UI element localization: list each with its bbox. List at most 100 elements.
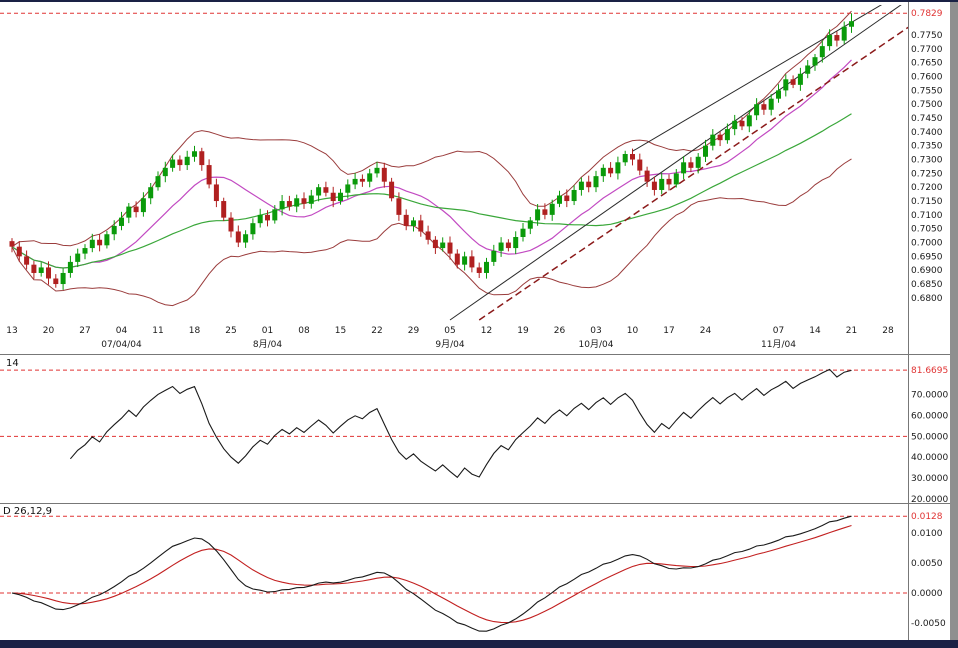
candle-body [89,239,95,249]
candle-body [644,170,650,182]
candle-body [148,187,154,199]
y-axis-label: 60.0000 [911,411,948,421]
y-axis-label: 30.0000 [911,474,948,484]
candle-body [272,209,278,221]
x-axis-label: 15 [335,326,346,336]
y-axis-label: 0.7200 [911,183,943,193]
candle-body [498,242,504,251]
candle-body [484,261,489,273]
price-chart-panel[interactable]: 0.7829 0.7750 0.7700 0.7650 0.7600 0.7550 0.75… [0,2,958,354]
candle-body [849,21,854,27]
candle-body [345,184,351,193]
candle-body [819,46,825,58]
ma-fast-line [11,59,852,269]
candle-body [425,231,431,240]
month-label: 11月/04 [761,339,796,350]
candle-body [666,178,672,185]
y-axis-label: 0.7100 [911,211,943,221]
candle-body [440,242,446,249]
x-axis-label: 22 [371,326,382,336]
bollinger-lower-line [11,158,852,307]
y-axis-label: 0.7250 [911,169,943,179]
candle-body [724,129,730,141]
candle-body [681,162,687,174]
candle-body [199,151,205,166]
candle-body [140,198,146,213]
candle-body [359,178,365,182]
candle-body [323,187,329,193]
candle-body [381,167,387,182]
candle-body [549,203,555,215]
x-axis-label: 24 [700,326,712,336]
y-axis-label: 0.7700 [911,45,943,55]
candle-body [761,104,767,110]
candle-body [703,145,708,157]
macd-current-label: 0.0128 [911,512,943,522]
y-axis-label: 0.0050 [911,559,943,569]
y-axis-label: 0.6800 [911,294,943,304]
y-axis-label: 40.0000 [911,453,948,463]
candle-body [659,178,665,190]
candle-body [67,261,73,273]
x-axis-label: 07 [773,326,784,336]
candle-body [797,73,803,85]
ma-slow-line [11,113,852,269]
rsi-panel[interactable]: 81.6695 70.0000 60.0000 50.0000 40.0000 30.00… [0,355,958,503]
y-axis-label: 0.7400 [911,128,943,138]
candle-body [97,239,103,246]
macd-panel[interactable]: 0.0128 0.0100 0.0050 0.0000 -0.0050 [0,504,958,640]
candle-body [776,90,781,99]
candle-body [564,195,570,202]
candle-body [257,214,263,224]
candle-body [673,173,679,185]
candle-body [476,267,482,273]
candle-body [265,214,270,221]
candle-body [308,195,314,204]
candle-body [527,220,533,229]
x-axis-label: 01 [262,326,273,336]
x-axis-label: 27 [79,326,90,336]
candle-body [505,242,511,249]
x-axis-label: 29 [408,326,420,336]
x-axis-label: 10 [627,326,639,336]
trend-line [632,5,883,152]
candle-body [133,206,139,213]
candle-body [783,79,789,91]
candle-body [75,253,81,262]
candle-body [352,178,358,185]
candle-body [710,134,716,146]
candle-body [82,248,88,254]
candle-body [454,253,460,265]
candle-body [418,220,424,232]
candle-body [812,57,818,66]
y-axis-label: 0.6850 [911,280,943,290]
x-axis-label: 28 [882,326,894,336]
month-label: 9月/04 [435,339,464,350]
candle-body [192,151,197,157]
macd-line [11,515,852,632]
y-axis-label: 0.0000 [911,589,943,599]
scrollbar-strip[interactable] [950,2,958,640]
candle-body [593,176,599,188]
candle-body [126,206,132,218]
candle-body [16,246,22,257]
candle-body [608,167,614,174]
candle-body [571,189,577,202]
candle-body [9,241,15,247]
axis-separator [908,2,909,640]
candle-body [250,223,256,235]
candle-body [53,278,59,285]
y-axis-label: 0.7050 [911,225,943,235]
candle-body [542,209,548,215]
candle-body [805,65,811,74]
candle-body [294,198,300,207]
candle-body [170,159,176,168]
candle-body [104,234,110,246]
candle-body [651,181,657,190]
x-axis-label: 11 [152,326,163,336]
candle-body [206,165,212,185]
macd-params-label: D 26,12,9 [3,506,53,517]
chart-shape [9,5,908,321]
x-axis-label: 03 [590,326,601,336]
candle-body [790,79,796,85]
